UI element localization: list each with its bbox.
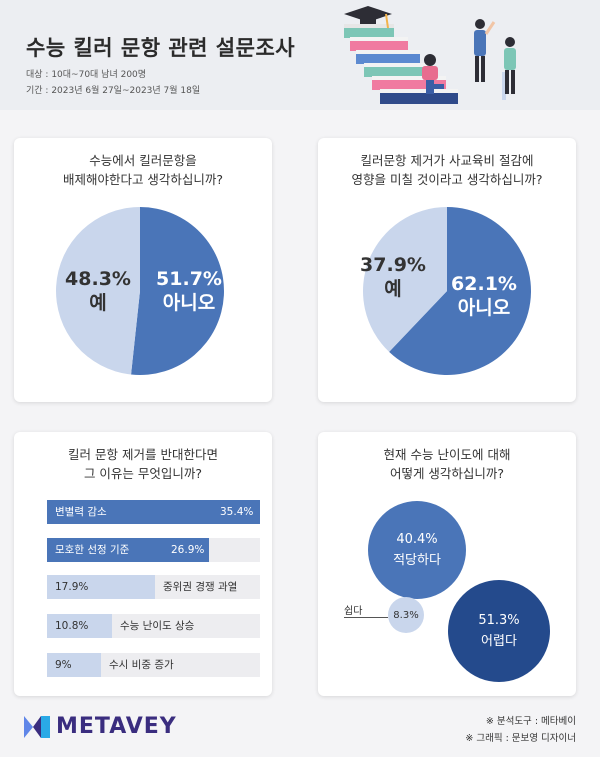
logo: METAVEY: [24, 714, 177, 739]
credit-tool: ※ 분석도구 : 메타베이: [485, 716, 576, 727]
books-students-illustration: [344, 6, 516, 104]
question-text: 킬러문항 제거가 사교육비 절감에 영향을 미칠 것이라고 생각하십니까?: [318, 151, 576, 189]
pie-card-killer-exclusion: 수능에서 킬러문항을 배제해야한다고 생각하십니까? 51.7% 아니오 48.3%…: [14, 138, 272, 402]
pie-category-label: 아니오: [458, 297, 510, 319]
pie-chart: 51.7%아니오 48.3%예: [55, 207, 224, 375]
question-text: 킬러 문항 제거를 반대한다면 그 이유는 무엇입니까?: [14, 445, 272, 483]
bubble-value: 40.4%: [396, 532, 438, 547]
bar-모호한 선정 기준: [47, 538, 209, 562]
bubble-moderate: 40.4% 적당하다: [368, 501, 466, 599]
bar-row: 변별력 감소 35.4%: [47, 500, 260, 524]
bar-card-opposition-reasons: 킬러 문항 제거를 반대한다면 그 이유는 무엇입니까? 변별력 감소 35.4%…: [14, 432, 272, 696]
bar-value-label: 10.8%: [55, 620, 89, 632]
bar-row: 수시 비중 증가 9%: [47, 653, 260, 677]
bar-category-label: 수능 난이도 상승: [120, 620, 195, 632]
pie-slice-예: [363, 207, 447, 352]
bubble-difficult: 51.3% 어렵다: [448, 580, 550, 682]
question-line: 킬러 문항 제거를 반대한다면: [68, 447, 218, 462]
bar-category-label: 중위권 경쟁 과열: [163, 581, 238, 593]
question-line: 그 이유는 무엇입니까?: [83, 466, 203, 481]
bubble-value: 8.3%: [393, 609, 419, 621]
question-line: 수능에서 킬러문항을: [89, 153, 197, 168]
bar-row: 수능 난이도 상승 10.8%: [47, 614, 260, 638]
pie-category-label: 예: [384, 278, 401, 300]
bar-row: 모호한 선정 기준 26.9%: [47, 538, 260, 562]
pie-value-label: 62.1%: [451, 273, 517, 295]
pie-slice-아니오: [389, 207, 531, 375]
bar-변별력 감소: [47, 500, 260, 524]
pie-value-label: 51.7%: [156, 268, 222, 290]
bar-category-label: 모호한 선정 기준: [55, 544, 130, 556]
bar-수시 비중 증가: [47, 653, 101, 677]
question-line: 어떻게 생각하십니까?: [389, 466, 505, 481]
pie-slice-예: [55, 207, 140, 375]
bubble-easy: 8.3%: [388, 597, 424, 633]
question-line: 현재 수능 난이도에 대해: [383, 447, 511, 462]
survey-target: 대상 : 10대~70대 남녀 200명: [26, 70, 147, 80]
metavey-logo-icon: [24, 715, 50, 738]
bubble-easy-label: 쉽다: [344, 606, 363, 617]
pie-value-label: 37.9%: [360, 254, 426, 276]
pie-slice-아니오: [131, 207, 224, 375]
logo-text: METAVEY: [56, 714, 177, 739]
bar-category-label: 변별력 감소: [55, 506, 107, 518]
bar-value-label: 35.4%: [220, 506, 254, 518]
question-line: 영향을 미칠 것이라고 생각하십니까?: [351, 172, 543, 187]
header: 수능 킬러 문항 관련 설문조사 대상 : 10대~70대 남녀 200명 기간…: [0, 0, 600, 110]
bubble-card-difficulty: 현재 수능 난이도에 대해 어떻게 생각하십니까? 40.4% 적당하다 51.…: [318, 432, 576, 696]
pie-category-label: 예: [89, 292, 106, 314]
pie-category-label: 아니오: [163, 292, 215, 314]
page-title: 수능 킬러 문항 관련 설문조사: [26, 36, 296, 60]
pie-value-label: 48.3%: [65, 268, 131, 290]
bar-수능 난이도 상승: [47, 614, 112, 638]
bubble-value: 51.3%: [478, 613, 520, 628]
question-line: 배제해야한다고 생각하십니까?: [62, 172, 224, 187]
bar-row: 중위권 경쟁 과열 17.9%: [47, 575, 260, 599]
bar-category-label: 수시 비중 증가: [109, 659, 174, 671]
bubble-label: 적당하다: [393, 553, 441, 568]
bubble-label: 어렵다: [481, 634, 517, 649]
question-text: 현재 수능 난이도에 대해 어떻게 생각하십니까?: [318, 445, 576, 483]
easy-leader-line: [344, 617, 388, 618]
question-text: 수능에서 킬러문항을 배제해야한다고 생각하십니까?: [14, 151, 272, 189]
bar-value-label: 26.9%: [171, 544, 205, 556]
bar-value-label: 17.9%: [55, 581, 89, 593]
credit-graphic: ※ 그래픽 : 문보영 디자이너: [465, 733, 576, 744]
pie-chart: 62.1%아니오 37.9%예: [360, 207, 531, 375]
survey-period: 기간 : 2023년 6월 27일~2023년 7월 18일: [26, 86, 201, 96]
bar-중위권 경쟁 과열: [47, 575, 155, 599]
pie-card-private-education: 킬러문항 제거가 사교육비 절감에 영향을 미칠 것이라고 생각하십니까? 62…: [318, 138, 576, 402]
bar-value-label: 9%: [55, 659, 72, 671]
question-line: 킬러문항 제거가 사교육비 절감에: [360, 153, 534, 168]
